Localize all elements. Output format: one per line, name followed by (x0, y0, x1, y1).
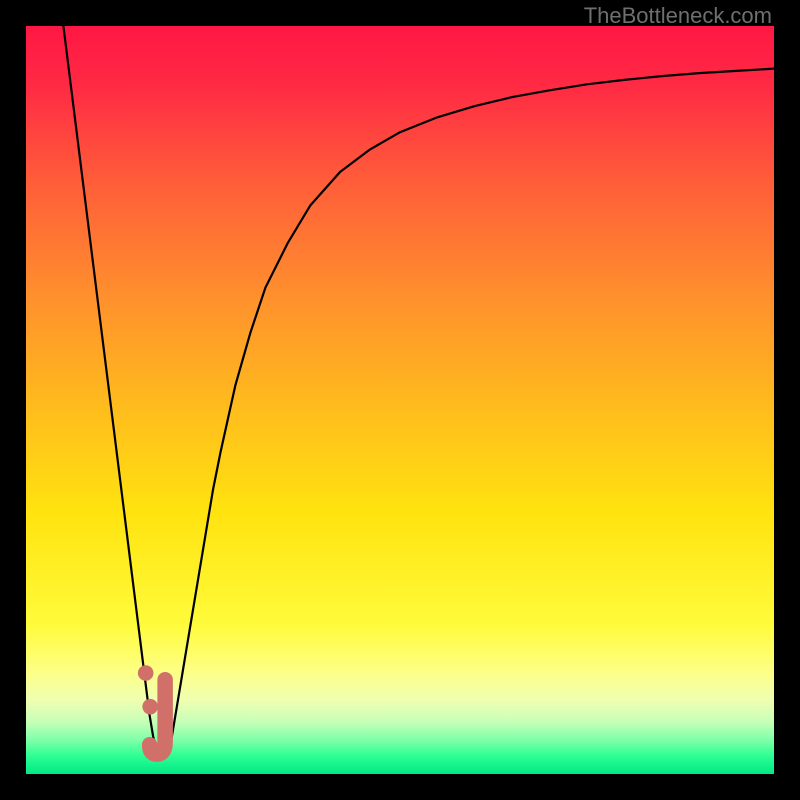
curve-layer (0, 0, 800, 800)
bottleneck-curve (63, 26, 774, 755)
marker-j-hook (150, 680, 166, 754)
marker-dot (142, 699, 158, 715)
watermark-text: TheBottleneck.com (584, 3, 772, 29)
marker-dot (138, 665, 154, 681)
chart-frame: TheBottleneck.com (0, 0, 800, 800)
